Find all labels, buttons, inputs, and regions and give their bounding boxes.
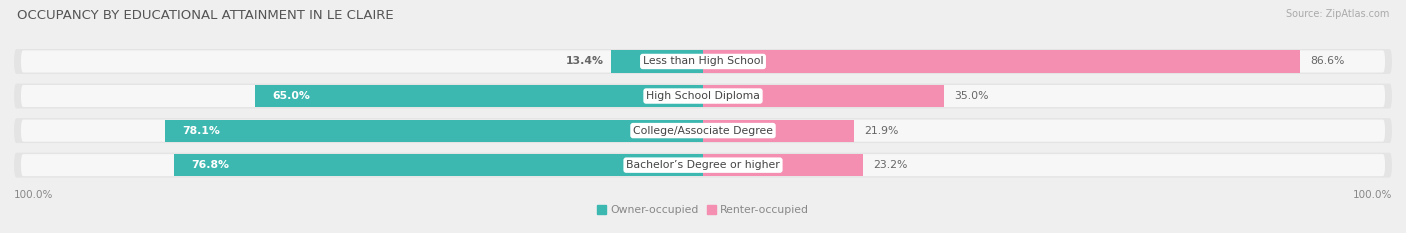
Text: High School Diploma: High School Diploma xyxy=(647,91,759,101)
Text: Bachelor’s Degree or higher: Bachelor’s Degree or higher xyxy=(626,160,780,170)
Text: College/Associate Degree: College/Associate Degree xyxy=(633,126,773,136)
Bar xyxy=(703,85,945,107)
FancyBboxPatch shape xyxy=(14,153,1392,178)
Text: Less than High School: Less than High School xyxy=(643,56,763,66)
Text: 35.0%: 35.0% xyxy=(955,91,988,101)
Text: 23.2%: 23.2% xyxy=(873,160,907,170)
Text: 13.4%: 13.4% xyxy=(565,56,603,66)
Text: Source: ZipAtlas.com: Source: ZipAtlas.com xyxy=(1285,9,1389,19)
FancyBboxPatch shape xyxy=(14,49,1392,74)
FancyBboxPatch shape xyxy=(21,120,1385,142)
FancyBboxPatch shape xyxy=(21,154,1385,176)
FancyBboxPatch shape xyxy=(14,118,1392,143)
Text: 78.1%: 78.1% xyxy=(183,126,219,136)
Bar xyxy=(703,154,863,176)
Text: 100.0%: 100.0% xyxy=(14,190,53,200)
Text: 65.0%: 65.0% xyxy=(273,91,311,101)
Text: 100.0%: 100.0% xyxy=(1353,190,1392,200)
FancyBboxPatch shape xyxy=(21,50,1385,72)
FancyBboxPatch shape xyxy=(14,84,1392,109)
Text: 21.9%: 21.9% xyxy=(865,126,898,136)
Bar xyxy=(703,120,853,142)
Legend: Owner-occupied, Renter-occupied: Owner-occupied, Renter-occupied xyxy=(593,201,813,219)
Bar xyxy=(703,50,1299,72)
Text: OCCUPANCY BY EDUCATIONAL ATTAINMENT IN LE CLAIRE: OCCUPANCY BY EDUCATIONAL ATTAINMENT IN L… xyxy=(17,9,394,22)
Text: 86.6%: 86.6% xyxy=(1310,56,1344,66)
FancyBboxPatch shape xyxy=(21,85,1385,107)
Text: 76.8%: 76.8% xyxy=(191,160,229,170)
Bar xyxy=(254,85,703,107)
Bar xyxy=(165,120,703,142)
Bar xyxy=(610,50,703,72)
Bar xyxy=(174,154,703,176)
